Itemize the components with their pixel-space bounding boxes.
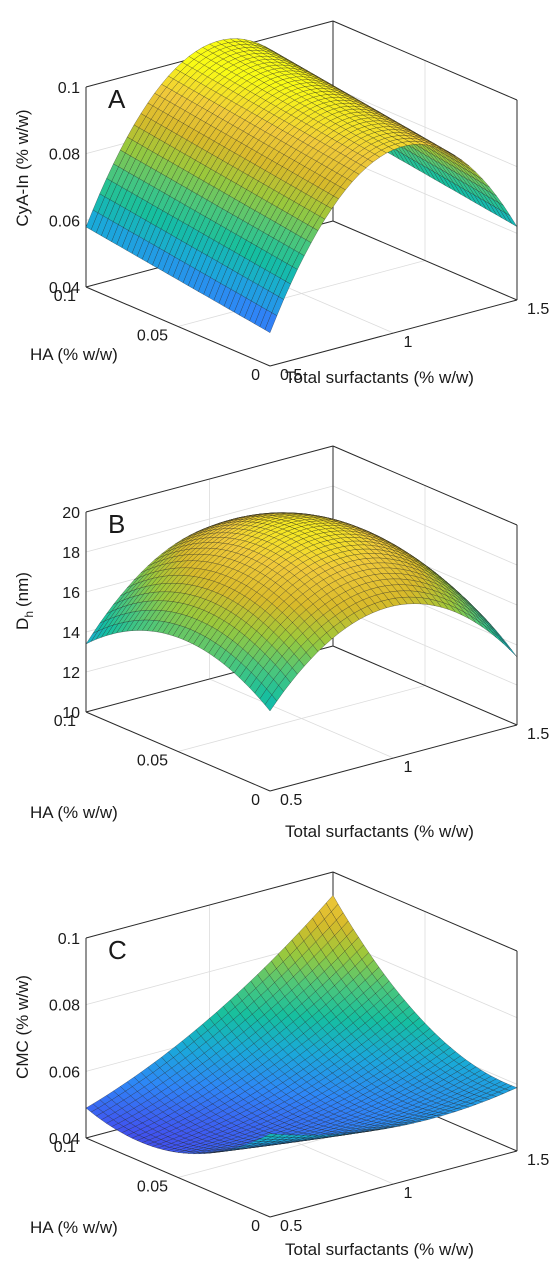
- y-tick-label: 0.05: [137, 753, 168, 770]
- z-tick-label: 0.06: [49, 1064, 80, 1081]
- axis-line: [85, 711, 271, 792]
- z-tick-label: 12: [62, 665, 80, 682]
- surface-patch: [498, 636, 511, 651]
- x-tick-label: 1: [404, 334, 413, 351]
- x-tick-label: 1.5: [527, 726, 549, 743]
- z-tick-label: 0.04: [49, 280, 80, 297]
- axis-line: [332, 645, 518, 726]
- x-tick-label: 1: [404, 759, 413, 776]
- axis-line: [269, 1150, 518, 1218]
- x-tick-label: 0.5: [280, 1218, 302, 1235]
- tick-layer: 10 12 14 16 18 20 0 0.05 0.1 0.5 1 1.5: [54, 505, 550, 809]
- x-tick-label: 1.5: [527, 1152, 549, 1169]
- z-tick-label: 0.1: [58, 931, 80, 948]
- x-axis-label: Total surfactants (% w/w): [285, 1240, 474, 1259]
- y-axis-label: HA (% w/w): [30, 803, 118, 822]
- y-tick-label: 0.1: [54, 713, 76, 730]
- surface-plot-a: 0.04 0.06 0.08 0.1 0 0.05 0.1 0.5 1 1.5 A HA (% w…: [13, 20, 549, 387]
- surface-patch: [504, 643, 518, 658]
- axis-line: [85, 871, 334, 939]
- x-axis-label: Total surfactants (% w/w): [285, 368, 474, 387]
- z-tick-label: 10: [62, 705, 80, 722]
- z-tick-label: 16: [62, 585, 80, 602]
- axis-line: [269, 724, 518, 792]
- x-tick-label: 0.5: [280, 792, 302, 809]
- z-axis-label-subscript: h: [22, 611, 36, 618]
- x-tick-label: 0.5: [280, 367, 302, 384]
- z-tick-label: 0.04: [49, 1131, 80, 1148]
- axis-line: [85, 1137, 271, 1218]
- z-tick-label: 0.08: [49, 147, 80, 164]
- axis-line: [85, 445, 334, 513]
- gridline: [177, 260, 426, 327]
- axis-line: [332, 220, 518, 301]
- panel-label: B: [108, 509, 125, 539]
- x-axis-label: Total surfactants (% w/w): [285, 822, 474, 841]
- z-axis-label: Dh (nm): [13, 572, 36, 630]
- z-tick-label: 14: [62, 625, 80, 642]
- y-tick-label: 0.1: [54, 288, 76, 305]
- surface-patch: [264, 1133, 278, 1137]
- axis-line: [269, 299, 518, 367]
- tick-layer: 0.04 0.06 0.08 0.1 0 0.05 0.1 0.5 1 1.5: [49, 931, 549, 1235]
- surface-patch: [264, 694, 278, 712]
- surface-plot-b: 10 12 14 16 18 20 0 0.05 0.1 0.5 1 1.5 B HA (% w/w)…: [13, 445, 550, 841]
- surface-layer: [85, 512, 518, 712]
- z-tick-label: 0.06: [49, 213, 80, 230]
- z-axis-label: CMC (% w/w): [13, 975, 32, 1079]
- x-tick-label: 1: [404, 1185, 413, 1202]
- z-axis-label: CyA-In (% w/w): [13, 109, 32, 226]
- x-tick-label: 1.5: [527, 301, 549, 318]
- axis-line: [332, 445, 518, 526]
- y-tick-label: 0.1: [54, 1139, 76, 1156]
- axis-line: [332, 20, 518, 101]
- axis-line: [332, 871, 518, 952]
- y-tick-label: 0: [251, 367, 260, 384]
- y-axis-label: HA (% w/w): [30, 345, 118, 364]
- surface-layer: [85, 895, 518, 1154]
- y-tick-label: 0: [251, 1218, 260, 1235]
- surface-patch: [492, 630, 506, 644]
- y-axis-label: HA (% w/w): [30, 1218, 118, 1237]
- tick-layer: 0.04 0.06 0.08 0.1 0 0.05 0.1 0.5 1 1.5: [49, 80, 549, 384]
- z-tick-label: 18: [62, 545, 80, 562]
- panel-label: C: [108, 935, 127, 965]
- panel-label: A: [108, 84, 126, 114]
- axis-line: [85, 286, 271, 367]
- surface-patch: [264, 312, 278, 333]
- y-tick-label: 0: [251, 792, 260, 809]
- z-axis-label-unit: (nm): [13, 572, 32, 607]
- y-tick-label: 0.05: [137, 328, 168, 345]
- gridline: [177, 685, 426, 752]
- y-tick-label: 0.05: [137, 1179, 168, 1196]
- z-tick-label: 0.1: [58, 80, 80, 97]
- z-tick-label: 0.08: [49, 998, 80, 1015]
- z-tick-label: 20: [62, 505, 80, 522]
- surface-layer: [85, 38, 518, 333]
- surface-plot-c: 0.04 0.06 0.08 0.1 0 0.05 0.1 0.5 1 1.5 C HA (% w…: [13, 871, 549, 1259]
- z-axis-label-main: D: [13, 618, 32, 630]
